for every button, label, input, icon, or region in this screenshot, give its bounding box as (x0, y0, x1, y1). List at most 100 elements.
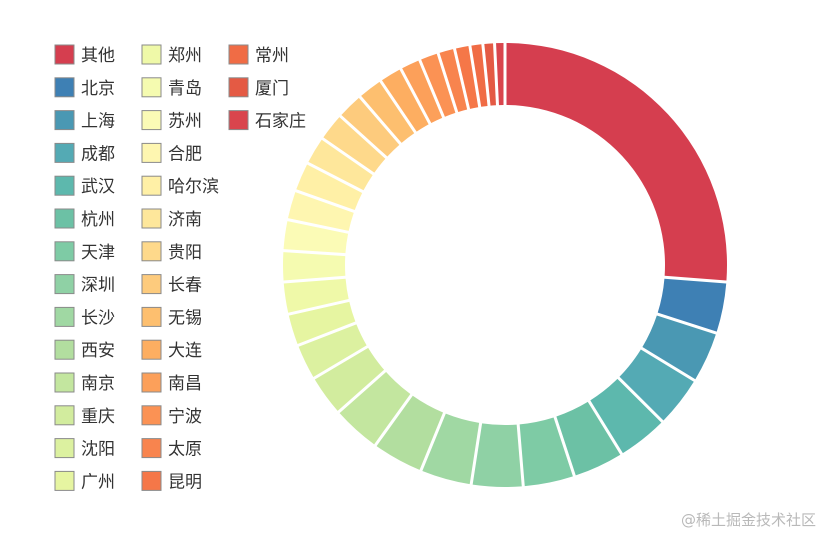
legend-item[interactable]: 厦门 (228, 77, 289, 99)
donut-slice-11[interactable] (339, 372, 411, 445)
legend-swatch (54, 339, 75, 360)
legend-swatch (228, 77, 249, 98)
donut-slice-1[interactable] (506, 43, 727, 281)
legend-item[interactable]: 合肥 (141, 142, 202, 164)
legend-item[interactable]: 大连 (141, 339, 202, 361)
donut-slice-4[interactable] (619, 349, 694, 421)
legend-label: 太原 (168, 440, 202, 460)
donut-slice-19[interactable] (296, 164, 363, 211)
legend-item[interactable]: 无锡 (141, 306, 202, 328)
donut-slice-29[interactable] (471, 44, 488, 107)
legend-item[interactable]: 成都 (54, 142, 115, 164)
donut-slice-25[interactable] (402, 60, 443, 124)
legend-label: 长春 (168, 276, 202, 296)
legend-swatch (141, 372, 162, 393)
donut-slice-2[interactable] (657, 278, 727, 332)
legend-swatch (54, 241, 75, 262)
legend-label: 南京 (81, 374, 115, 394)
legend-item[interactable]: 深圳 (54, 274, 115, 296)
legend-item[interactable]: 太原 (141, 438, 202, 460)
donut-slice-15[interactable] (283, 278, 349, 313)
legend-swatch (141, 241, 162, 262)
legend-item[interactable]: 哈尔滨 (141, 175, 219, 197)
legend-swatch (228, 44, 249, 65)
legend-swatch (141, 175, 162, 196)
donut-slice-9[interactable] (422, 413, 480, 485)
legend-swatch (54, 208, 75, 229)
donut-slice-8[interactable] (472, 423, 522, 487)
legend-item[interactable]: 常州 (228, 44, 289, 66)
donut-slice-26[interactable] (421, 53, 456, 117)
donut-slice-13[interactable] (298, 324, 367, 377)
donut-slice-30[interactable] (484, 43, 496, 106)
legend-label: 合肥 (168, 144, 202, 164)
donut-slice-31[interactable] (496, 43, 504, 106)
legend-item[interactable]: 其他 (54, 44, 115, 66)
donut-slice-7[interactable] (519, 417, 573, 487)
legend-swatch (141, 339, 162, 360)
donut-slice-23[interactable] (361, 81, 415, 143)
legend-item[interactable]: 北京 (54, 77, 115, 99)
legend-item[interactable]: 上海 (54, 110, 115, 132)
legend-label: 深圳 (81, 276, 115, 296)
legend-label: 常州 (255, 46, 289, 66)
legend-label: 武汉 (81, 177, 115, 197)
legend-item[interactable]: 重庆 (54, 405, 115, 427)
legend-item[interactable]: 广州 (54, 470, 115, 492)
legend-swatch (54, 110, 75, 131)
legend-swatch (54, 175, 75, 196)
legend-label: 苏州 (168, 112, 202, 132)
legend-item[interactable]: 郑州 (141, 44, 202, 66)
legend-swatch (54, 77, 75, 98)
legend-swatch (141, 44, 162, 65)
legend-item[interactable]: 宁波 (141, 405, 202, 427)
legend-item[interactable]: 苏州 (141, 110, 202, 132)
donut-slice-12[interactable] (314, 347, 385, 411)
legend-item[interactable]: 天津 (54, 241, 115, 263)
legend-swatch (141, 208, 162, 229)
legend-item[interactable]: 青岛 (141, 77, 202, 99)
legend-item[interactable]: 长春 (141, 274, 202, 296)
donut-slice-28[interactable] (455, 46, 479, 109)
legend-item[interactable]: 西安 (54, 339, 115, 361)
legend-label: 沈阳 (81, 440, 115, 460)
legend-item[interactable]: 石家庄 (228, 110, 306, 132)
legend-label: 贵阳 (168, 243, 202, 263)
legend-label: 杭州 (81, 210, 115, 230)
legend-item[interactable]: 沈阳 (54, 438, 115, 460)
donut-slice-22[interactable] (341, 97, 400, 157)
donut-slice-21[interactable] (323, 117, 386, 173)
donut-slice-16[interactable] (283, 252, 346, 281)
legend-item[interactable]: 贵阳 (141, 241, 202, 263)
legend-swatch (141, 306, 162, 327)
donut-slice-5[interactable] (590, 378, 662, 454)
donut-slice-17[interactable] (283, 221, 349, 254)
legend-item[interactable]: 杭州 (54, 208, 115, 230)
legend-swatch (54, 372, 75, 393)
donut-slice-3[interactable] (642, 315, 716, 380)
legend-swatch (141, 110, 162, 131)
donut-slice-18[interactable] (288, 192, 354, 231)
legend-item[interactable]: 长沙 (54, 306, 115, 328)
legend-item[interactable]: 济南 (141, 208, 202, 230)
donut-slice-24[interactable] (381, 69, 429, 132)
legend-label: 青岛 (168, 79, 202, 99)
donut-slice-27[interactable] (439, 49, 468, 112)
donut-slice-20[interactable] (308, 139, 373, 191)
legend-swatch (141, 438, 162, 459)
legend-item[interactable]: 南京 (54, 372, 115, 394)
legend-swatch (54, 438, 75, 459)
legend-item[interactable]: 昆明 (141, 470, 202, 492)
legend-swatch (54, 405, 75, 426)
legend-label: 哈尔滨 (168, 177, 219, 197)
donut-slices (283, 43, 727, 487)
legend-item[interactable]: 武汉 (54, 175, 115, 197)
donut-slice-6[interactable] (556, 401, 621, 476)
donut-slice-10[interactable] (376, 395, 444, 470)
donut-slice-14[interactable] (288, 301, 356, 345)
legend-item[interactable]: 南昌 (141, 372, 202, 394)
legend-swatch (141, 142, 162, 163)
legend-label: 南昌 (168, 374, 202, 394)
